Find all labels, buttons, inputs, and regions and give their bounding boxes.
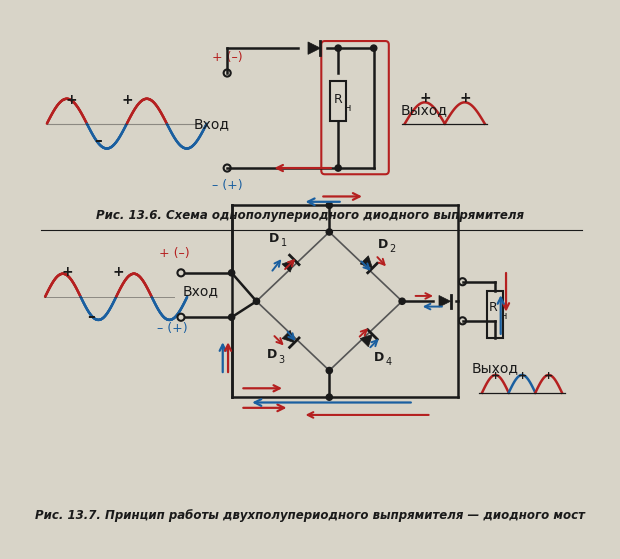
Circle shape bbox=[326, 229, 332, 235]
Text: +: + bbox=[459, 91, 471, 105]
Circle shape bbox=[326, 367, 332, 373]
Text: D: D bbox=[378, 238, 388, 251]
Text: – (+): – (+) bbox=[212, 179, 242, 192]
Text: D: D bbox=[267, 348, 278, 361]
Text: + (–): + (–) bbox=[212, 50, 242, 64]
Circle shape bbox=[229, 314, 235, 320]
Text: Выход: Выход bbox=[472, 361, 519, 375]
Text: Рис. 13.7. Принцип работы двухполупериодного выпрямителя — диодного мост: Рис. 13.7. Принцип работы двухполупериод… bbox=[35, 509, 585, 522]
Text: 1: 1 bbox=[280, 238, 286, 248]
Text: +: + bbox=[61, 264, 73, 278]
Text: н: н bbox=[500, 311, 506, 321]
Text: +: + bbox=[122, 93, 133, 107]
Text: R: R bbox=[334, 93, 343, 106]
Text: 4: 4 bbox=[385, 357, 391, 367]
Text: – (+): – (+) bbox=[157, 323, 187, 335]
Polygon shape bbox=[360, 256, 373, 268]
Text: +: + bbox=[544, 371, 553, 381]
Text: +: + bbox=[518, 371, 526, 381]
Text: + (–): + (–) bbox=[159, 247, 189, 260]
Text: 3: 3 bbox=[278, 354, 285, 364]
Polygon shape bbox=[439, 296, 451, 307]
Text: R: R bbox=[489, 301, 498, 314]
Polygon shape bbox=[282, 260, 294, 272]
Polygon shape bbox=[360, 334, 373, 347]
Circle shape bbox=[229, 270, 235, 276]
Circle shape bbox=[335, 45, 341, 51]
Text: –: – bbox=[94, 133, 102, 148]
Text: +: + bbox=[491, 371, 500, 381]
Circle shape bbox=[335, 165, 341, 171]
Circle shape bbox=[326, 202, 332, 209]
Text: +: + bbox=[112, 264, 124, 278]
Circle shape bbox=[399, 298, 405, 304]
Text: +: + bbox=[66, 93, 78, 107]
Circle shape bbox=[254, 298, 260, 304]
Text: Рис. 13.6. Схема однополупериодного диодного выпрямителя: Рис. 13.6. Схема однополупериодного диод… bbox=[95, 209, 524, 221]
Text: н: н bbox=[344, 103, 351, 113]
Text: D: D bbox=[374, 350, 384, 364]
Circle shape bbox=[326, 394, 332, 400]
Text: +: + bbox=[419, 91, 431, 105]
Circle shape bbox=[371, 45, 377, 51]
Bar bbox=[487, 291, 503, 338]
Text: Вход: Вход bbox=[194, 117, 230, 131]
Text: D: D bbox=[269, 232, 280, 245]
Text: Выход: Выход bbox=[401, 103, 448, 117]
Polygon shape bbox=[308, 42, 321, 54]
Text: Вход: Вход bbox=[182, 283, 218, 297]
Bar bbox=[330, 82, 346, 121]
Text: 2: 2 bbox=[389, 244, 395, 254]
Polygon shape bbox=[282, 330, 294, 343]
Text: –: – bbox=[87, 309, 95, 324]
